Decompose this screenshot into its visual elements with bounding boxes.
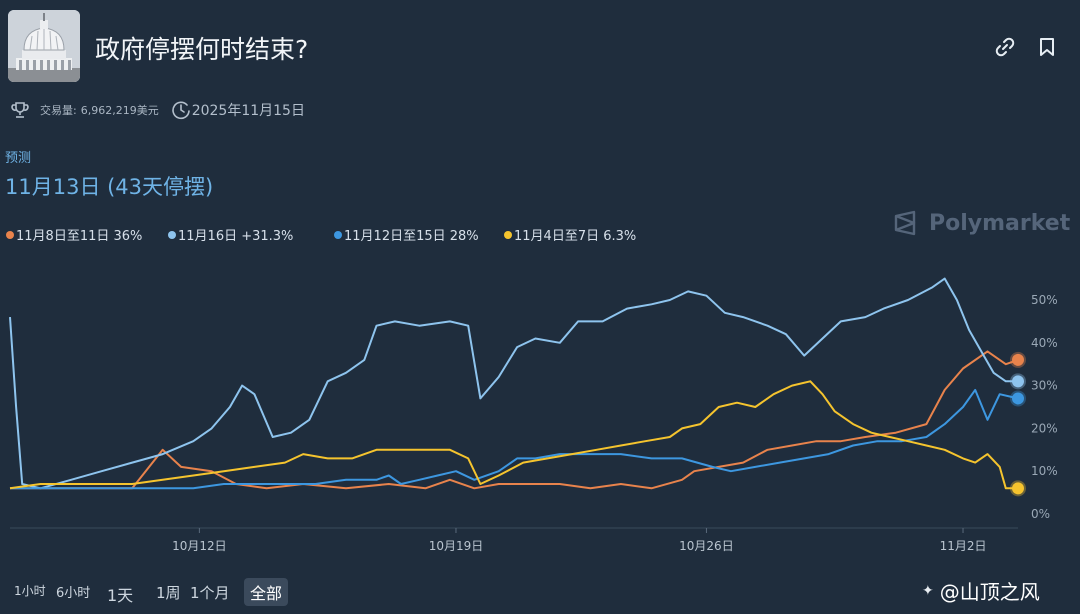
y-axis-ticks: 0% 10% 20% 30% 40% 50%	[1031, 293, 1058, 521]
legend-dot	[168, 230, 176, 239]
clock-icon	[171, 100, 191, 120]
chart-endpoints	[1010, 351, 1026, 497]
range-1m-button[interactable]: 1个月	[190, 584, 230, 602]
series-line-2[interactable]	[9, 277, 1018, 490]
prediction-value: 11月13日 (43天停摆)	[5, 175, 214, 199]
y-tick-label: 10%	[1031, 464, 1058, 478]
legend-item: 11月12日至15日 28%	[334, 225, 479, 244]
range-all-button[interactable]: 全部	[244, 578, 289, 606]
volume-label: 交易量:	[40, 104, 77, 117]
volume-value: 6,962,219美元	[80, 104, 159, 117]
end-date: 2025年11月15日	[191, 103, 305, 119]
legend-label: 11月4日至7日 6.3%	[514, 229, 637, 244]
legend-label: 11月16日 +31.3%	[178, 229, 294, 244]
market-meta: 交易量: 6,962,219美元 2025年11月15日	[10, 99, 305, 121]
series-endpoint-1	[1010, 351, 1026, 368]
y-tick-label: 30%	[1031, 379, 1058, 393]
bookmark-icon[interactable]	[1036, 36, 1058, 58]
x-tick-label: 11月2日	[940, 539, 987, 553]
x-axis-ticks: 10月12日 10月19日 10月26日 11月2日	[172, 528, 986, 553]
legend-label: 11月12日至15日 28%	[344, 229, 479, 244]
series-line-4[interactable]	[9, 380, 1018, 490]
x-tick-label: 10月12日	[172, 539, 227, 553]
series-endpoint-4	[1010, 480, 1026, 497]
watermark-text: Polymarket	[929, 210, 1071, 236]
y-tick-label: 20%	[1031, 421, 1058, 435]
credit-logo-icon: ✦	[922, 582, 934, 599]
link-icon[interactable]	[994, 36, 1016, 58]
legend-item: 11月4日至7日 6.3%	[504, 225, 636, 244]
range-1h-button[interactable]: 1小时	[14, 584, 46, 598]
x-tick-label: 10月19日	[429, 539, 484, 553]
range-1w-button[interactable]: 1周	[156, 584, 181, 602]
market-title: 政府停摆何时结束?	[95, 35, 309, 64]
credit-text: @山顶之风	[939, 580, 1040, 604]
legend-dot	[334, 230, 342, 239]
legend-dot	[504, 230, 512, 239]
legend-item: 11月16日 +31.3%	[168, 225, 293, 244]
range-6h-button[interactable]: 6小时	[56, 586, 91, 601]
y-tick-label: 0%	[1031, 507, 1050, 521]
series-endpoint-2	[1010, 373, 1026, 390]
y-tick-label: 40%	[1031, 336, 1058, 350]
legend-label: 11月8日至11日 36%	[16, 229, 143, 244]
prediction-label: 预测	[5, 151, 32, 166]
trophy-icon	[10, 100, 30, 120]
author-credit: ✦ @山顶之风	[922, 576, 1040, 605]
chart-series	[9, 277, 1019, 490]
series-line-3[interactable]	[10, 388, 1019, 490]
legend-dot	[6, 230, 14, 239]
range-1d-button[interactable]: 1天	[107, 586, 134, 605]
capitol-dome-icon	[8, 10, 80, 82]
x-tick-label: 10月26日	[679, 539, 734, 553]
series-endpoint-3	[1010, 390, 1026, 407]
price-history-chart[interactable]: 10月12日 10月19日 10月26日 11月2日 0% 10% 20% 30% 40% 50…	[0, 270, 1080, 560]
legend-item: 11月8日至11日 36%	[6, 225, 142, 244]
market-thumbnail	[8, 10, 80, 82]
polymarket-watermark: Polymarket	[893, 210, 1070, 236]
polymarket-logo-icon	[894, 210, 916, 236]
series-line-1[interactable]	[10, 350, 1019, 490]
y-tick-label: 50%	[1031, 293, 1058, 307]
